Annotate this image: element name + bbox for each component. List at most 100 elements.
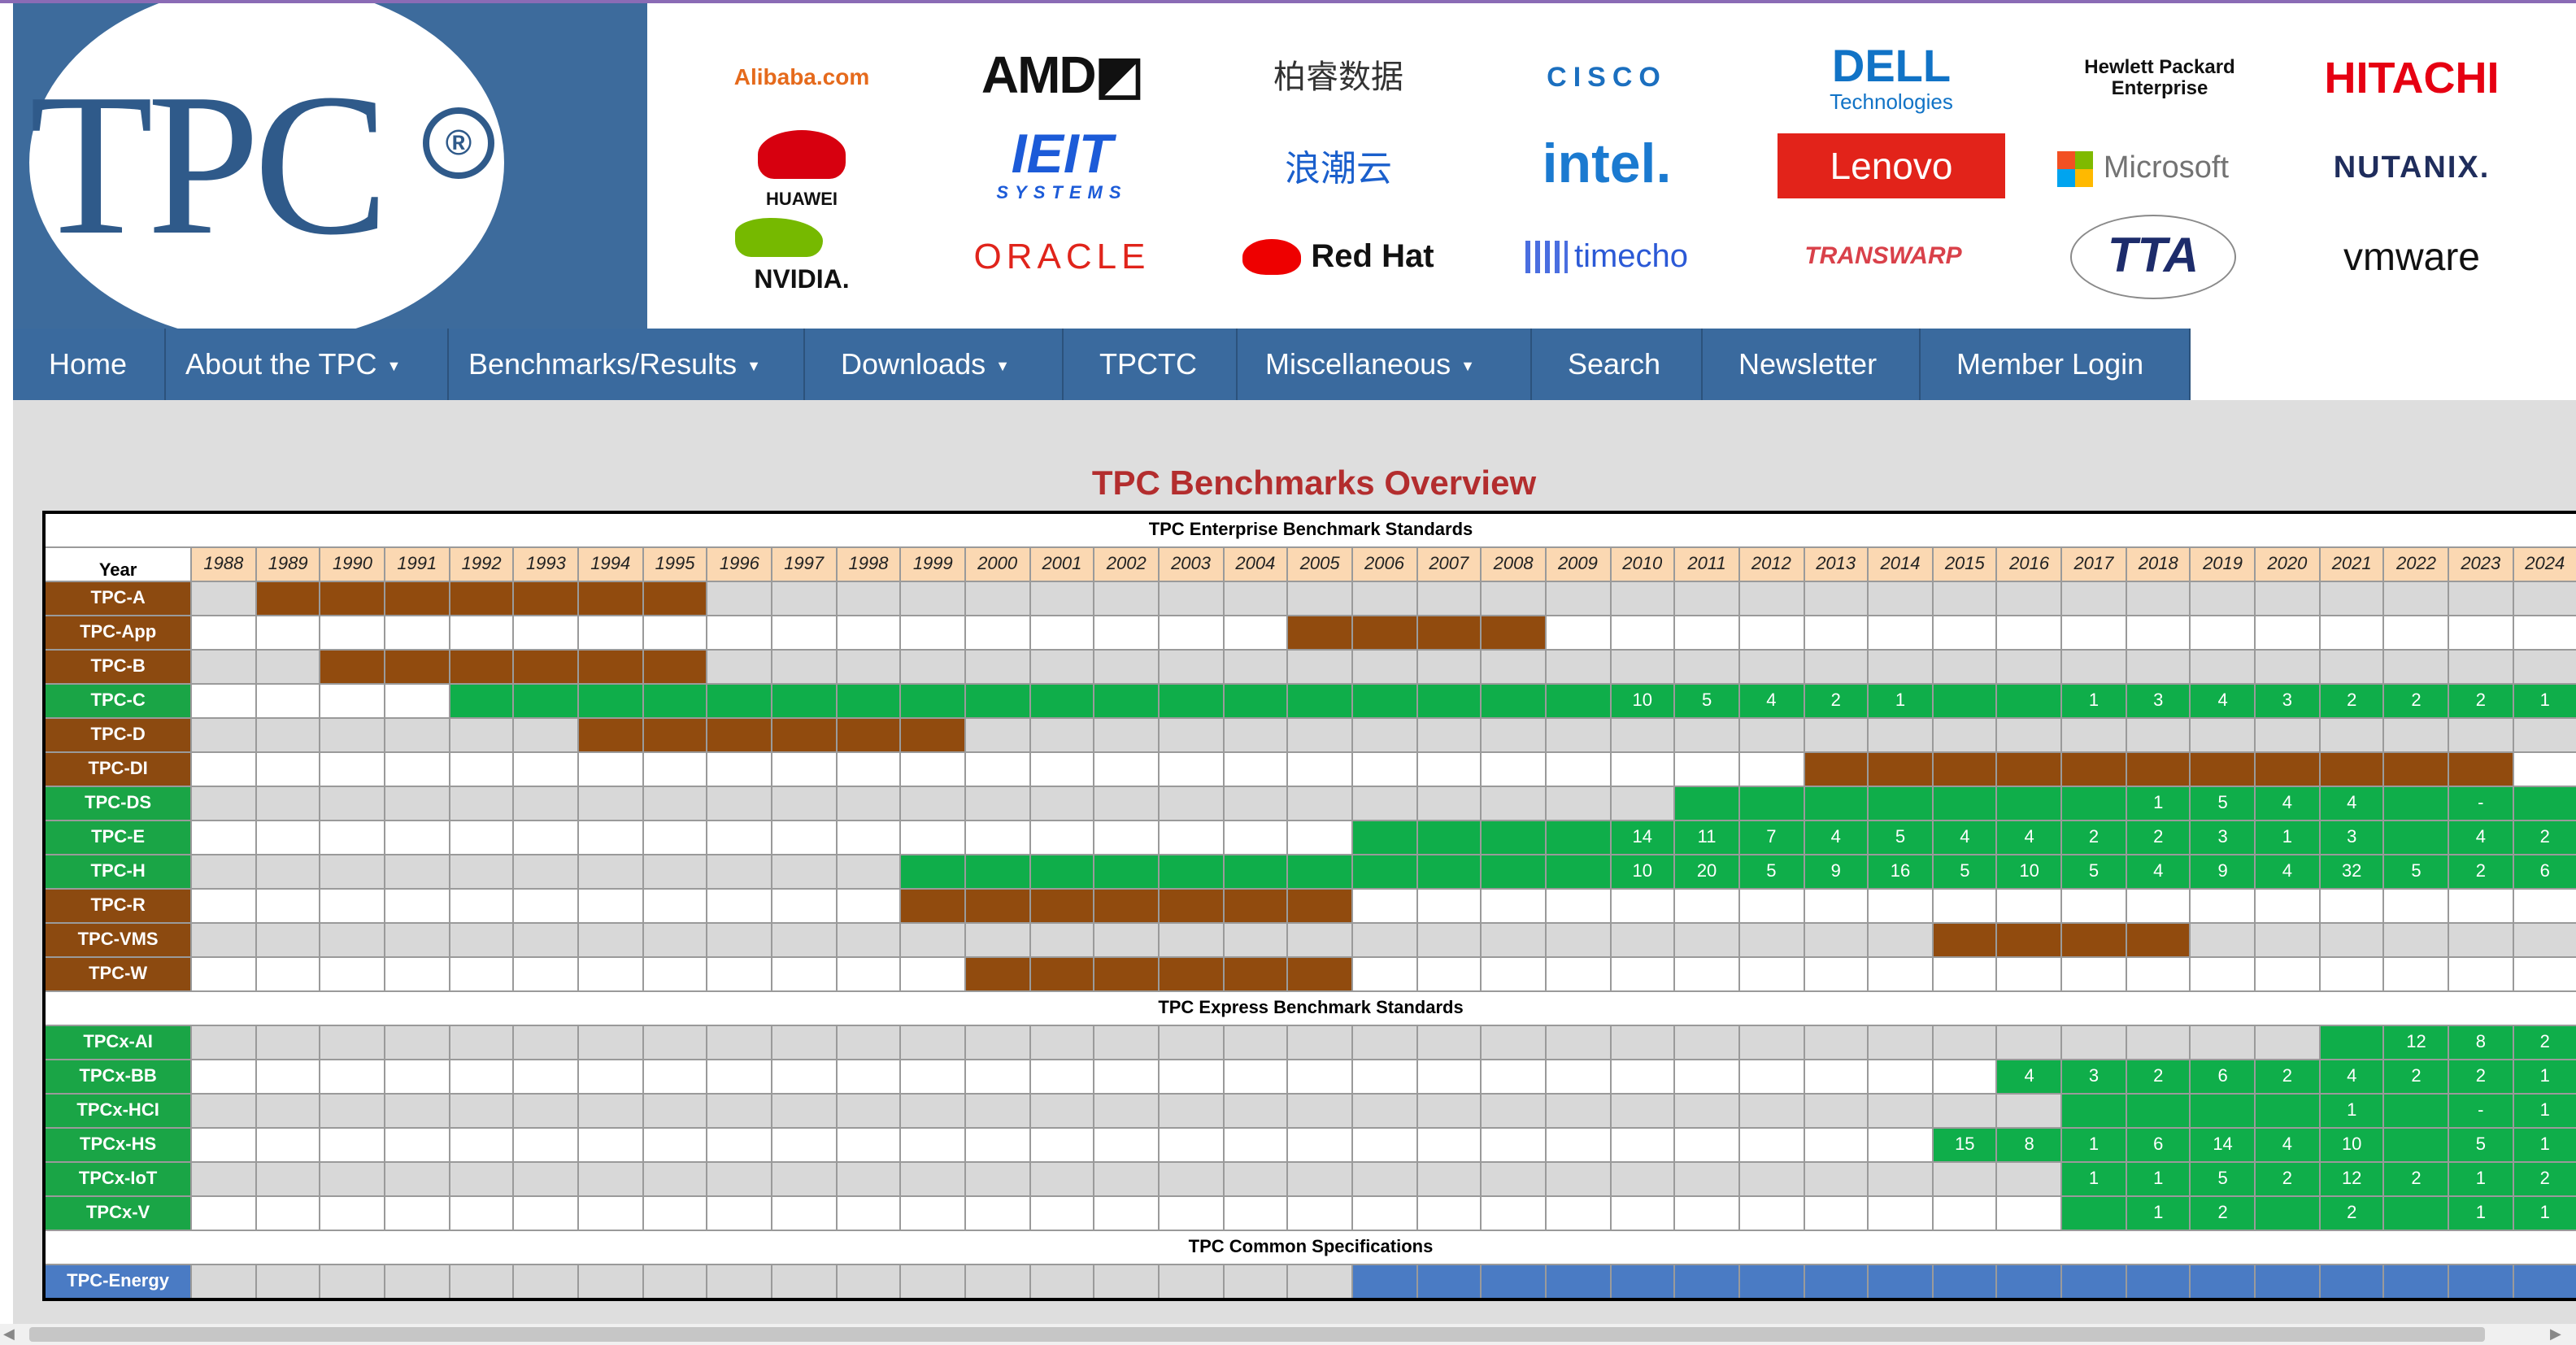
dropdown-caret-icon: ▼ (995, 358, 1010, 374)
year-cell (1803, 956, 1869, 992)
result-count-cell: 12 (2318, 1161, 2385, 1197)
active-year-cell (2060, 1195, 2127, 1231)
member-logo-amd[interactable]: AMD◩ (940, 39, 1184, 114)
year-cell (319, 717, 386, 753)
year-2013: 2013 (1803, 546, 1869, 582)
year-cell (1222, 615, 1289, 651)
benchmark-name[interactable]: TPCx-HS (43, 1127, 193, 1163)
year-cell (1995, 717, 2063, 753)
active-year-cell (2382, 1264, 2450, 1300)
year-cell (2318, 888, 2385, 924)
year-cell (2189, 615, 2256, 651)
member-logo-ieit[interactable]: IEIT SYSTEMS (940, 124, 1184, 208)
year-cell (706, 615, 773, 651)
nav-miscellaneous[interactable]: Miscellaneous ▼ (1238, 329, 1532, 400)
member-logo-transwarp[interactable]: TRANSWARP (1761, 231, 2005, 283)
benchmark-name[interactable]: TPC-W (43, 956, 193, 992)
year-cell (2448, 922, 2514, 958)
year-cell (1544, 922, 1612, 958)
tpc-logo[interactable]: TPC ® (13, 3, 647, 329)
year-cell (448, 1264, 515, 1300)
nav-newsletter[interactable]: Newsletter (1703, 329, 1921, 400)
benchmark-name[interactable]: TPC-H (43, 854, 193, 890)
benchmark-name[interactable]: TPCx-AI (43, 1025, 193, 1060)
member-logo-nvidia[interactable]: NVIDIA. (712, 215, 891, 296)
member-logo-lenovo[interactable]: Lenovo (1778, 133, 2005, 198)
year-cell (577, 1195, 644, 1231)
benchmark-name[interactable]: TPC-C (43, 683, 193, 719)
year-cell (899, 922, 966, 958)
year-cell (899, 581, 966, 616)
year-cell (642, 1093, 708, 1129)
benchmark-row-tpc-w: TPC-W (43, 956, 2576, 992)
member-logo-oracle[interactable]: ORACLE (940, 228, 1184, 286)
year-cell (1222, 1093, 1289, 1129)
year-cell (1995, 956, 2063, 992)
member-logo-inspur[interactable]: 浪潮云 (1216, 137, 1460, 202)
nav-downloads[interactable]: Downloads ▼ (805, 329, 1064, 400)
year-cell (1609, 1025, 1676, 1060)
year-cell (1544, 615, 1612, 651)
year-cell (899, 1093, 966, 1129)
member-logo-bairui[interactable]: 柏睿数据 (1216, 46, 1460, 111)
dropdown-caret-icon: ▼ (1460, 358, 1475, 374)
nav-about-the-tpc[interactable]: About the TPC ▼ (166, 329, 449, 400)
benchmark-name[interactable]: TPC-R (43, 888, 193, 924)
benchmark-name[interactable]: TPCx-BB (43, 1059, 193, 1095)
year-cell (1093, 1093, 1160, 1129)
member-logo-timecho[interactable]: timecho (1493, 228, 1721, 286)
member-logo-tta[interactable]: TTA (2070, 215, 2236, 299)
nav-benchmarks-results[interactable]: Benchmarks/Results ▼ (449, 329, 805, 400)
year-cell (2254, 1025, 2321, 1060)
member-logo-text: intel. (1542, 133, 1672, 196)
result-count-cell: 1 (2125, 786, 2191, 821)
scroll-thumb[interactable] (29, 1327, 2485, 1342)
result-count-cell: 1 (2448, 1195, 2514, 1231)
member-logo-hitachi[interactable]: HITACHI (2290, 46, 2534, 111)
result-count-cell: 7 (1738, 820, 1805, 855)
member-logo-vmware[interactable]: vmware (2290, 228, 2534, 289)
nav-tpctc[interactable]: TPCTC (1064, 329, 1238, 400)
scroll-right-icon[interactable]: ▶ (2550, 1325, 2561, 1342)
benchmark-name[interactable]: TPC-DS (43, 786, 193, 821)
benchmark-name[interactable]: TPC-A (43, 581, 193, 616)
member-logo-microsoft[interactable]: Microsoft (2038, 137, 2249, 202)
member-logo-text: Lenovo (1830, 144, 1953, 187)
year-cell (642, 1195, 708, 1231)
year-cell (384, 854, 450, 890)
benchmark-name[interactable]: TPCx-V (43, 1195, 193, 1231)
section-title: TPC Common Specifications (43, 1230, 2576, 1265)
benchmark-name[interactable]: TPCx-IoT (43, 1161, 193, 1197)
benchmark-name[interactable]: TPC-E (43, 820, 193, 855)
year-cell (1351, 888, 1418, 924)
member-logo-redhat[interactable]: Red Hat (1216, 224, 1460, 289)
benchmark-name[interactable]: TPC-B (43, 649, 193, 685)
horizontal-scrollbar[interactable]: ◀ ▶ (0, 1324, 2576, 1345)
year-cell (771, 1025, 838, 1060)
member-logo-dell[interactable]: DELL Technologies (1769, 36, 2013, 120)
member-logo-text: TTA (2107, 229, 2200, 284)
member-logo-cisco[interactable]: CISCO (1493, 39, 1721, 117)
year-cell (1738, 888, 1805, 924)
benchmark-name[interactable]: TPC-VMS (43, 922, 193, 958)
year-cell (1803, 649, 1869, 685)
year-cell (1867, 581, 1934, 616)
year-cell (1544, 717, 1612, 753)
benchmark-name[interactable]: TPC-Energy (43, 1264, 193, 1300)
benchmark-name[interactable]: TPC-App (43, 615, 193, 651)
year-cell (1093, 1025, 1160, 1060)
member-logo-hpe[interactable]: Hewlett Packard Enterprise (2038, 39, 2282, 117)
member-logo-nutanix[interactable]: NUTANIX. (2290, 137, 2534, 202)
result-count-cell: 1 (2512, 1127, 2576, 1163)
benchmark-name[interactable]: TPC-DI (43, 751, 193, 787)
member-logo-alibaba[interactable]: Alibaba.com (712, 39, 891, 114)
benchmark-name[interactable]: TPCx-HCI (43, 1093, 193, 1129)
member-logo-intel[interactable]: intel. (1493, 130, 1721, 202)
nav-home[interactable]: Home (13, 329, 166, 400)
nav-search[interactable]: Search (1532, 329, 1703, 400)
year-cell (1480, 1161, 1547, 1197)
nav-member-login[interactable]: Member Login (1921, 329, 2191, 400)
benchmark-name[interactable]: TPC-D (43, 717, 193, 753)
member-logo-huawei[interactable]: HUAWEI (712, 127, 891, 211)
scroll-left-icon[interactable]: ◀ (3, 1325, 15, 1342)
